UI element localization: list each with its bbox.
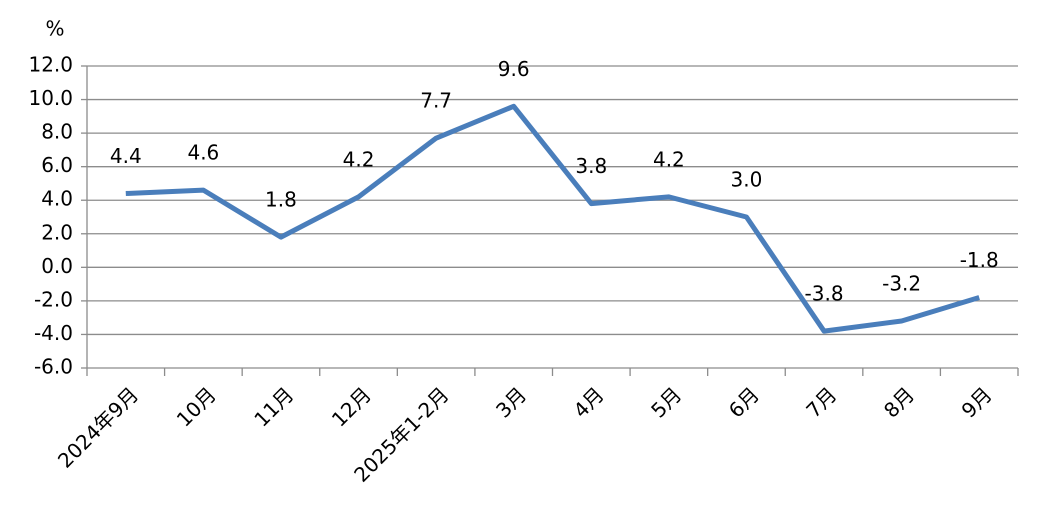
y-tick-label: 0.0 (41, 254, 73, 278)
y-tick-label: 8.0 (41, 120, 73, 144)
x-tick-label: 8月 (879, 382, 919, 422)
x-tick-label: 11月 (249, 382, 298, 431)
y-tick-label: -6.0 (34, 355, 73, 379)
data-label: 4.2 (343, 147, 375, 171)
y-tick-label: -4.0 (34, 321, 73, 345)
y-axis-label: % (45, 17, 64, 41)
y-tick-label: 4.0 (41, 187, 73, 211)
x-tick-label: 3月 (491, 382, 531, 422)
data-label: 9.6 (498, 57, 530, 81)
x-tick-label: 12月 (327, 382, 376, 431)
x-tick-label: 2024年9月 (53, 382, 143, 472)
x-tick-label: 5月 (646, 382, 686, 422)
data-label: 7.7 (420, 89, 452, 113)
data-label: 4.6 (187, 141, 219, 165)
x-tick-label: 10月 (172, 382, 221, 431)
y-tick-label: 2.0 (41, 220, 73, 244)
data-label: 3.0 (731, 168, 763, 192)
data-label: -3.8 (805, 282, 844, 306)
y-tick-label: 12.0 (28, 53, 73, 77)
x-tick-label: 6月 (724, 382, 764, 422)
y-tick-label: 6.0 (41, 153, 73, 177)
data-label: 4.4 (110, 144, 142, 168)
x-tick-label: 9月 (957, 382, 997, 422)
data-label: -3.2 (882, 272, 921, 296)
x-tick-label: 7月 (801, 382, 841, 422)
data-label: 3.8 (575, 154, 607, 178)
x-tick-label: 4月 (569, 382, 609, 422)
data-label: 4.2 (653, 147, 685, 171)
y-tick-label: -2.0 (34, 287, 73, 311)
data-label: 1.8 (265, 188, 297, 212)
data-line (125, 103, 980, 334)
y-tick-label: 10.0 (28, 86, 73, 110)
data-label: -1.8 (960, 248, 999, 272)
